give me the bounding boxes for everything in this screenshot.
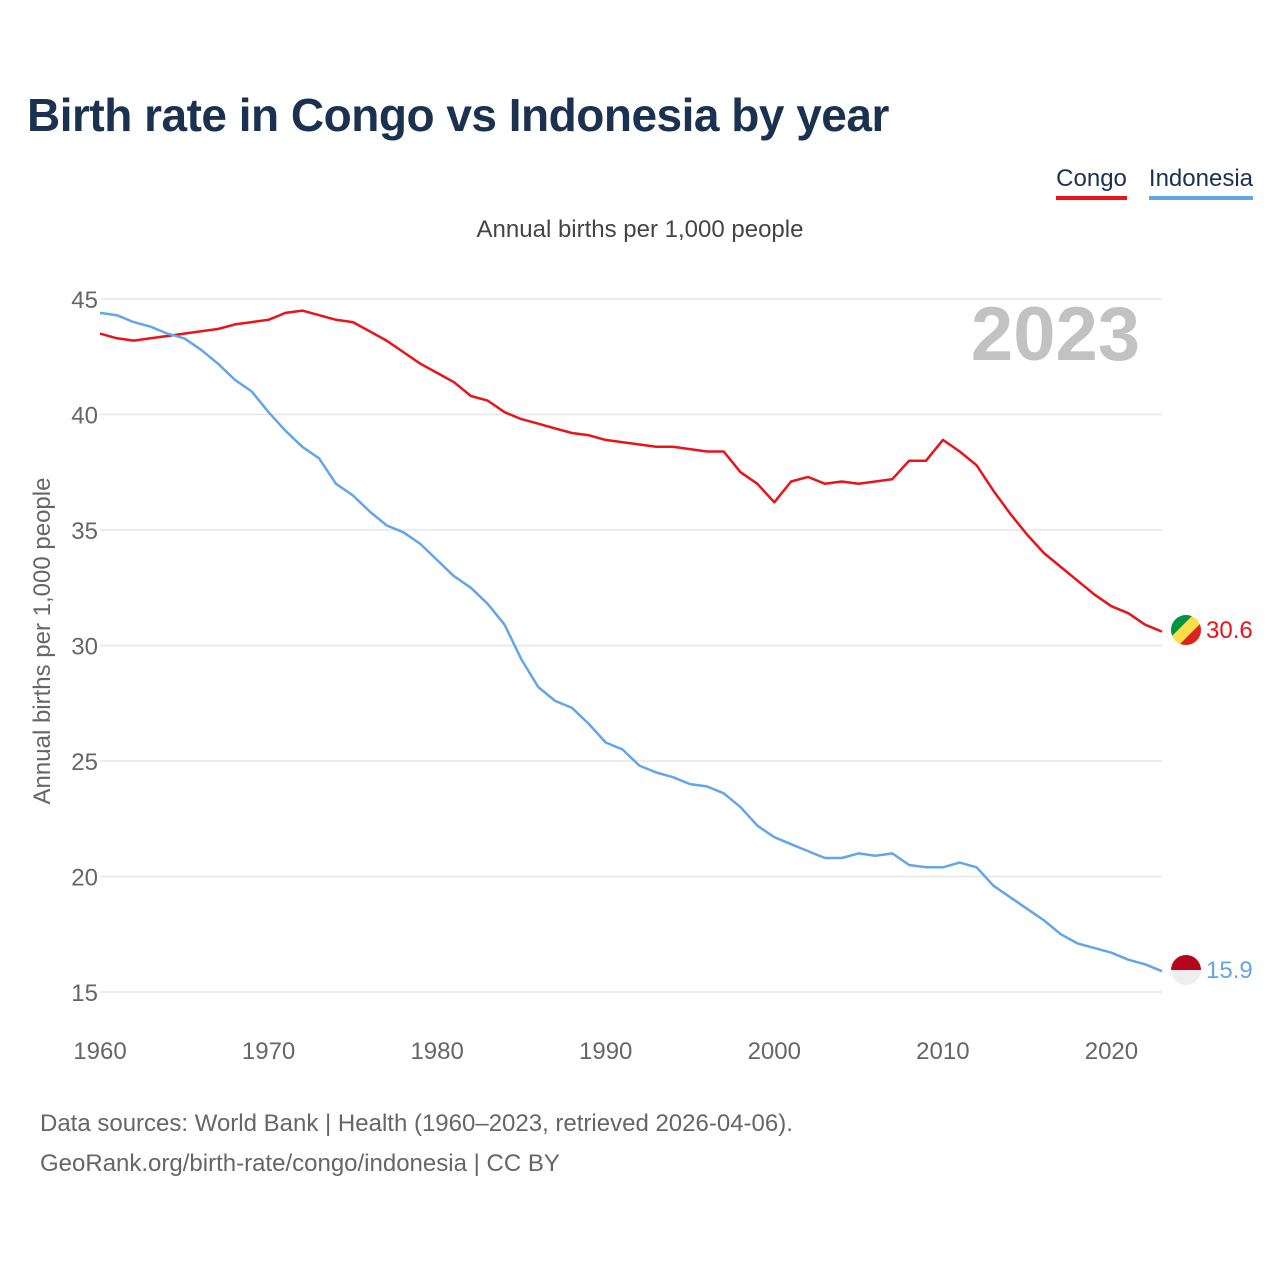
series-lines bbox=[99, 309, 1163, 973]
legend-item-indonesia[interactable]: Indonesia bbox=[1148, 164, 1253, 200]
x-tick-label: 2010 bbox=[916, 1038, 969, 1065]
y-tick-label: 20 bbox=[71, 865, 98, 892]
x-tick-label: 2020 bbox=[1085, 1038, 1138, 1065]
congo-end-value-label: 30.6 bbox=[1206, 617, 1253, 644]
x-tick-label: 1980 bbox=[410, 1038, 463, 1065]
y-tick-label: 15 bbox=[71, 980, 98, 1007]
chart-subtitle: Annual births per 1,000 people bbox=[476, 216, 804, 243]
series-line-indonesia bbox=[99, 311, 1163, 973]
year-label: 2023 bbox=[971, 292, 1140, 377]
y-tick-label: 35 bbox=[71, 518, 98, 545]
series-line-congo bbox=[99, 309, 1163, 633]
y-tick-label: 25 bbox=[71, 749, 98, 776]
indonesia-end-value-label: 15.9 bbox=[1206, 957, 1253, 984]
x-tick-label: 1970 bbox=[242, 1038, 295, 1065]
congo-flag-icon bbox=[1171, 615, 1201, 645]
x-tick-label: 1960 bbox=[73, 1038, 126, 1065]
legend: Congo Indonesia bbox=[1056, 164, 1253, 200]
y-tick-label: 40 bbox=[71, 403, 98, 430]
source-line-1: Data sources: World Bank | Health (1960–… bbox=[40, 1110, 793, 1137]
y-axis-ticks: 15 20 25 30 35 40 45 bbox=[71, 287, 98, 1007]
source-note: Data sources: World Bank | Health (1960–… bbox=[40, 1104, 793, 1184]
legend-item-congo[interactable]: Congo bbox=[1056, 164, 1127, 200]
source-line-2: GeoRank.org/birth-rate/congo/indonesia |… bbox=[40, 1150, 560, 1177]
y-tick-label: 45 bbox=[71, 287, 98, 314]
grid-lines bbox=[100, 298, 1162, 993]
indonesia-flag-icon bbox=[1171, 955, 1201, 985]
x-tick-label: 1990 bbox=[579, 1038, 632, 1065]
x-axis-ticks: 1960 1970 1980 1990 2000 2010 2020 bbox=[73, 1038, 1138, 1065]
y-tick-label: 30 bbox=[71, 634, 98, 661]
y-axis-label: Annual births per 1,000 people bbox=[29, 478, 56, 805]
chart-title: Birth rate in Congo vs Indonesia by year bbox=[27, 89, 889, 141]
x-tick-label: 2000 bbox=[748, 1038, 801, 1065]
